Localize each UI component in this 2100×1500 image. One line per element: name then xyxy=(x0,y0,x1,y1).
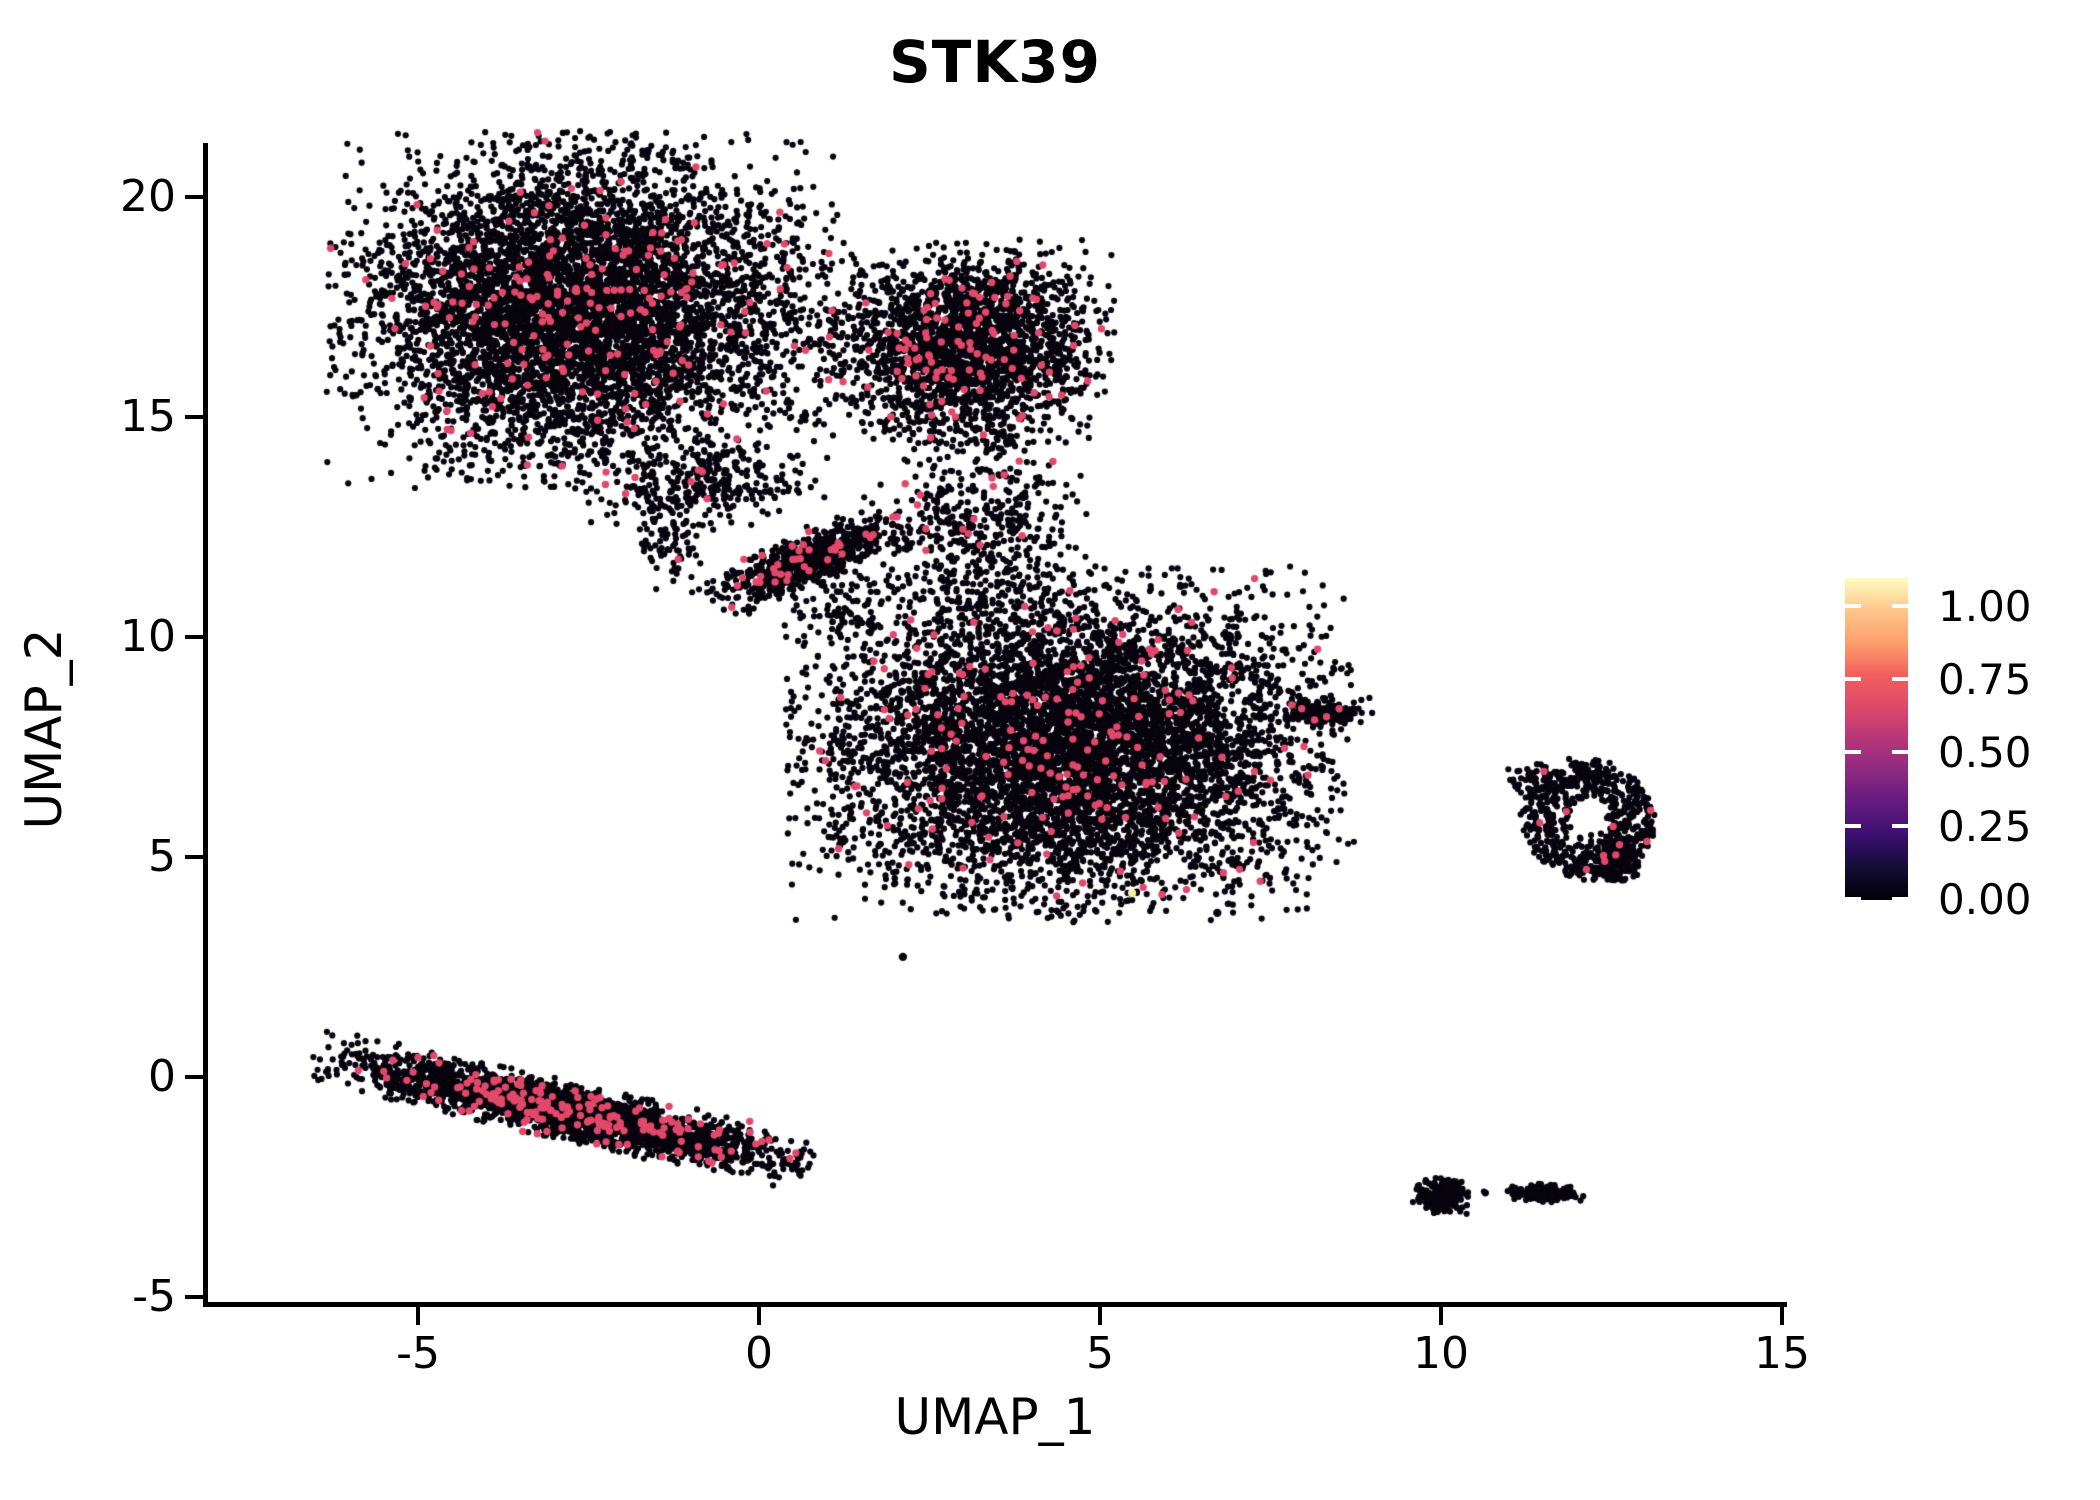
x-tick-label: 10 xyxy=(1413,1328,1469,1379)
y-tick-label: 5 xyxy=(148,831,176,882)
legend-tick-label: 0.25 xyxy=(1938,801,2032,851)
legend-tick-label: 0.75 xyxy=(1938,655,2032,705)
y-tick-label: 15 xyxy=(120,391,176,442)
legend-tick xyxy=(1845,897,1861,902)
y-tick-label: 20 xyxy=(120,171,176,222)
y-axis-title: UMAP_2 xyxy=(15,628,73,830)
x-tick-label: 15 xyxy=(1754,1328,1810,1379)
x-tick xyxy=(1098,1307,1102,1325)
legend-tick-label: 0.50 xyxy=(1938,728,2032,778)
legend-tick xyxy=(1845,604,1861,609)
y-tick-label: 10 xyxy=(120,611,176,662)
legend-tick xyxy=(1892,897,1908,902)
legend-tick xyxy=(1892,750,1908,755)
legend-tick xyxy=(1892,677,1908,682)
legend-tick xyxy=(1845,823,1861,828)
x-tick xyxy=(1439,1307,1443,1325)
x-tick xyxy=(757,1307,761,1325)
x-axis-line xyxy=(203,1302,1787,1307)
x-tick xyxy=(416,1307,420,1325)
y-tick xyxy=(185,855,203,859)
y-axis-line xyxy=(203,143,208,1307)
legend-tick xyxy=(1892,823,1908,828)
y-tick xyxy=(185,195,203,199)
plot-title: STK39 xyxy=(889,28,1101,96)
x-tick xyxy=(1780,1307,1784,1325)
legend-colorbar xyxy=(1845,578,1908,900)
legend-tick xyxy=(1892,604,1908,609)
y-tick xyxy=(185,415,203,419)
x-tick-label: 5 xyxy=(1086,1328,1114,1379)
x-axis-title: UMAP_1 xyxy=(894,1388,1096,1446)
legend-tick xyxy=(1845,677,1861,682)
y-tick-label: -5 xyxy=(132,1271,176,1322)
y-tick xyxy=(185,1075,203,1079)
x-tick-label: 0 xyxy=(745,1328,773,1379)
legend-tick-label: 0.00 xyxy=(1938,875,2032,925)
x-tick-label: -5 xyxy=(396,1328,440,1379)
legend-tick xyxy=(1845,750,1861,755)
legend-tick-label: 1.00 xyxy=(1938,582,2032,632)
y-tick xyxy=(185,635,203,639)
y-tick-label: 0 xyxy=(148,1051,176,1102)
y-tick xyxy=(185,1295,203,1299)
